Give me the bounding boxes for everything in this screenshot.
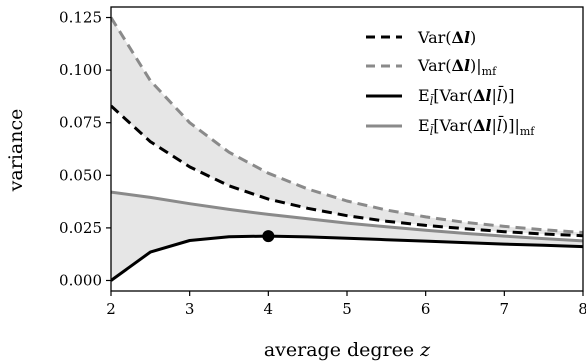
shaded-region-expectation-band xyxy=(111,192,583,281)
series-line-var xyxy=(111,104,583,238)
legend-item-expectation-mf: El̄[Var(Δl|l̄)]|mf xyxy=(366,114,535,138)
x-tick-label: 3 xyxy=(185,300,195,318)
y-tick-label: 0.125 xyxy=(59,9,102,27)
y-tick-label: 0.100 xyxy=(59,61,102,79)
y-axis: 0.000 0.025 0.050 0.075 0.100 0.125 xyxy=(59,9,111,289)
legend-label-var-mf: Var(Δl)|mf xyxy=(417,56,497,78)
x-tick-label: 8 xyxy=(578,300,586,318)
legend-label-expectation-mf: El̄[Var(Δl|l̄)]|mf xyxy=(418,114,535,138)
series-lines xyxy=(111,16,583,282)
legend-item-expectation: El̄[Var(Δl|l̄)] xyxy=(366,84,514,108)
legend: Var(Δl) Var(Δl)|mf El̄[Var(Δl|l̄)] El̄[V… xyxy=(366,28,535,138)
x-axis: 2 3 4 5 6 7 8 xyxy=(106,291,586,318)
shaded-regions xyxy=(111,17,583,281)
x-tick-label: 2 xyxy=(106,300,116,318)
x-tick-label: 7 xyxy=(500,300,510,318)
x-axis-title: average degree z xyxy=(264,339,431,361)
y-tick-label: 0.025 xyxy=(59,219,102,237)
legend-item-var-mf: Var(Δl)|mf xyxy=(366,56,497,78)
shaded-region-var-band xyxy=(111,17,583,236)
x-tick-label: 4 xyxy=(264,300,274,318)
y-tick-label: 0.000 xyxy=(59,271,102,289)
series-line-expectation-mf xyxy=(111,190,583,243)
y-axis-title: variance xyxy=(5,109,27,193)
x-tick-label: 6 xyxy=(421,300,431,318)
legend-item-var: Var(Δl) xyxy=(366,28,476,47)
series-line-expectation xyxy=(111,234,583,282)
legend-label-expectation: El̄[Var(Δl|l̄)] xyxy=(418,84,514,108)
y-tick-label: 0.075 xyxy=(59,114,102,132)
maximum-marker xyxy=(262,230,275,243)
legend-label-var: Var(Δl) xyxy=(417,28,476,47)
x-tick-label: 5 xyxy=(342,300,352,318)
series-line-var-mf xyxy=(111,16,583,234)
y-tick-label: 0.050 xyxy=(59,166,102,184)
